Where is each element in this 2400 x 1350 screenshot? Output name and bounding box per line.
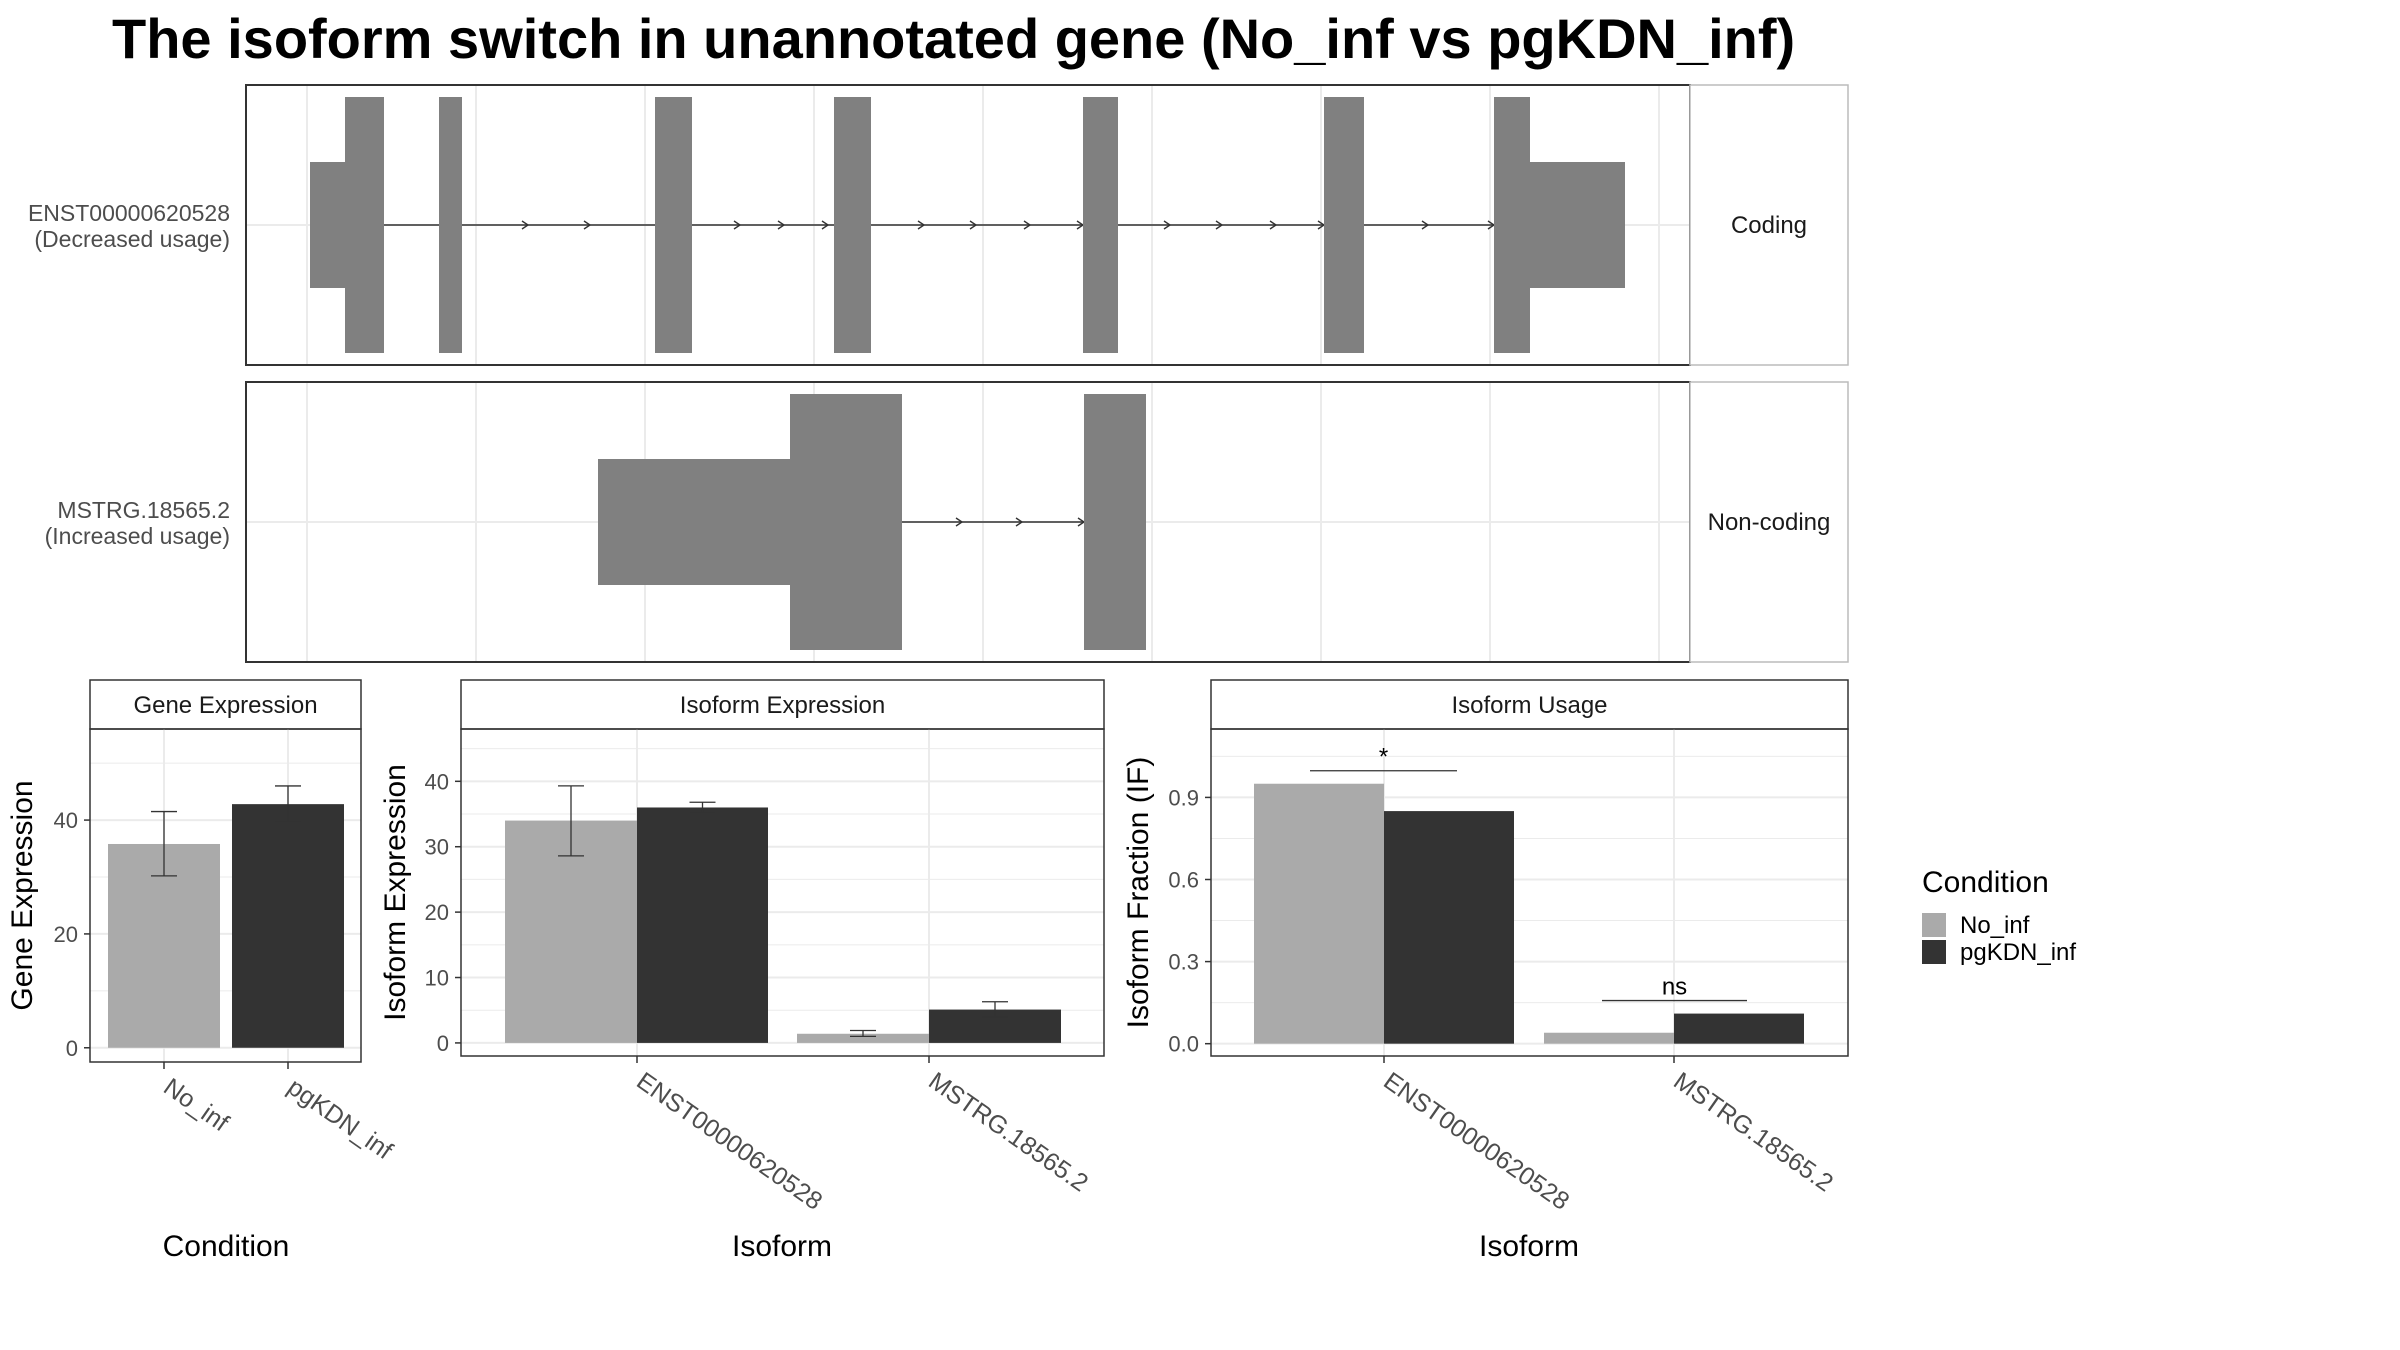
panel-strip-label: Gene Expression: [133, 692, 317, 719]
direction-arrow: [1421, 220, 1430, 230]
y-axis-title: Gene Expression: [6, 780, 39, 1010]
y-tick-label: 10: [425, 966, 449, 991]
direction-arrow: [821, 220, 830, 230]
x-tick-label: ENST00000620528: [1378, 1067, 1574, 1216]
figure-title: The isoform switch in unannotated gene (…: [112, 7, 1796, 70]
panel-border: [460, 728, 1105, 1057]
transcript-id-label: ENST00000620528: [28, 200, 230, 226]
y-axis-title: Isoform Expression: [379, 764, 412, 1021]
panel-border: [1210, 728, 1849, 1057]
bar: [1254, 783, 1384, 1044]
bar: [505, 820, 637, 1043]
x-tick-label: No_inf: [158, 1073, 233, 1137]
transcript-strip: [1689, 84, 1849, 366]
cds-exon: [655, 97, 692, 353]
x-axis-title: Isoform: [732, 1230, 832, 1263]
bar: [1674, 1013, 1804, 1044]
transcript-id-label: MSTRG.18565.2: [57, 497, 230, 523]
direction-arrow: [583, 220, 592, 230]
significance-label: ns: [1662, 974, 1687, 1001]
y-tick-label: 20: [425, 900, 449, 925]
utr-exon: [1530, 162, 1625, 288]
x-tick-label: ENST00000620528: [631, 1067, 827, 1216]
y-tick-label: 0: [66, 1036, 78, 1061]
transcript-strip: [1689, 381, 1849, 663]
y-tick-label: 0.6: [1168, 868, 1199, 893]
y-tick-label: 30: [425, 835, 449, 860]
panel-strip: [460, 679, 1105, 730]
panel-strip-label: Isoform Usage: [1451, 692, 1607, 719]
legend-swatch: [1922, 913, 1946, 937]
direction-arrow: [777, 220, 786, 230]
y-tick-label: 0: [437, 1031, 449, 1056]
transcript-usage-label: (Decreased usage): [34, 226, 230, 252]
x-axis-title: Isoform: [1479, 1230, 1579, 1263]
y-tick-label: 20: [54, 922, 78, 947]
bar: [1384, 811, 1514, 1044]
direction-arrow: [969, 220, 978, 230]
direction-arrow: [1023, 220, 1032, 230]
cds-exon: [439, 97, 462, 353]
legend-swatch: [1922, 940, 1946, 964]
bar: [797, 1033, 929, 1043]
transcript-type-label: Non-coding: [1708, 509, 1831, 536]
direction-arrow: [1215, 220, 1224, 230]
x-tick-label: pgKDN_inf: [282, 1073, 397, 1165]
transcript-type-label: Coding: [1731, 212, 1807, 239]
direction-arrow: [521, 220, 530, 230]
significance-label: *: [1379, 744, 1388, 771]
x-tick-label: MSTRG.18565.2: [1668, 1067, 1838, 1198]
bar: [637, 807, 768, 1043]
y-tick-label: 0.3: [1168, 950, 1199, 975]
legend-label: pgKDN_inf: [1960, 939, 2076, 966]
bar: [232, 804, 344, 1048]
direction-arrow: [917, 220, 926, 230]
y-tick-label: 0.0: [1168, 1032, 1199, 1057]
y-axis-title: Isoform Fraction (IF): [1122, 757, 1155, 1029]
bar: [1544, 1032, 1674, 1044]
legend-title: Condition: [1922, 866, 2049, 899]
y-tick-label: 0.9: [1168, 785, 1199, 810]
cds-exon: [790, 394, 902, 650]
transcript-usage-label: (Increased usage): [45, 523, 230, 549]
y-tick-label: 40: [54, 808, 78, 833]
direction-arrow: [733, 220, 742, 230]
utr-exon: [310, 162, 345, 288]
cds-exon: [834, 97, 871, 353]
y-tick-label: 40: [425, 769, 449, 794]
cds-exon: [1324, 97, 1364, 353]
utr-exon: [598, 459, 790, 585]
cds-exon: [345, 97, 384, 353]
direction-arrow: [1163, 220, 1172, 230]
direction-arrow: [1015, 517, 1024, 527]
direction-arrow: [1269, 220, 1278, 230]
panel-strip-label: Isoform Expression: [680, 692, 885, 719]
bar: [108, 843, 220, 1048]
panel-strip: [89, 679, 362, 730]
cds-exon: [1494, 97, 1530, 353]
legend-label: No_inf: [1960, 912, 2030, 939]
panel-border: [89, 728, 362, 1063]
panel-strip: [1210, 679, 1849, 730]
cds-exon: [1084, 394, 1146, 650]
cds-exon: [1083, 97, 1118, 353]
direction-arrow: [955, 517, 964, 527]
x-tick-label: MSTRG.18565.2: [923, 1067, 1093, 1198]
x-axis-title: Condition: [163, 1230, 290, 1263]
